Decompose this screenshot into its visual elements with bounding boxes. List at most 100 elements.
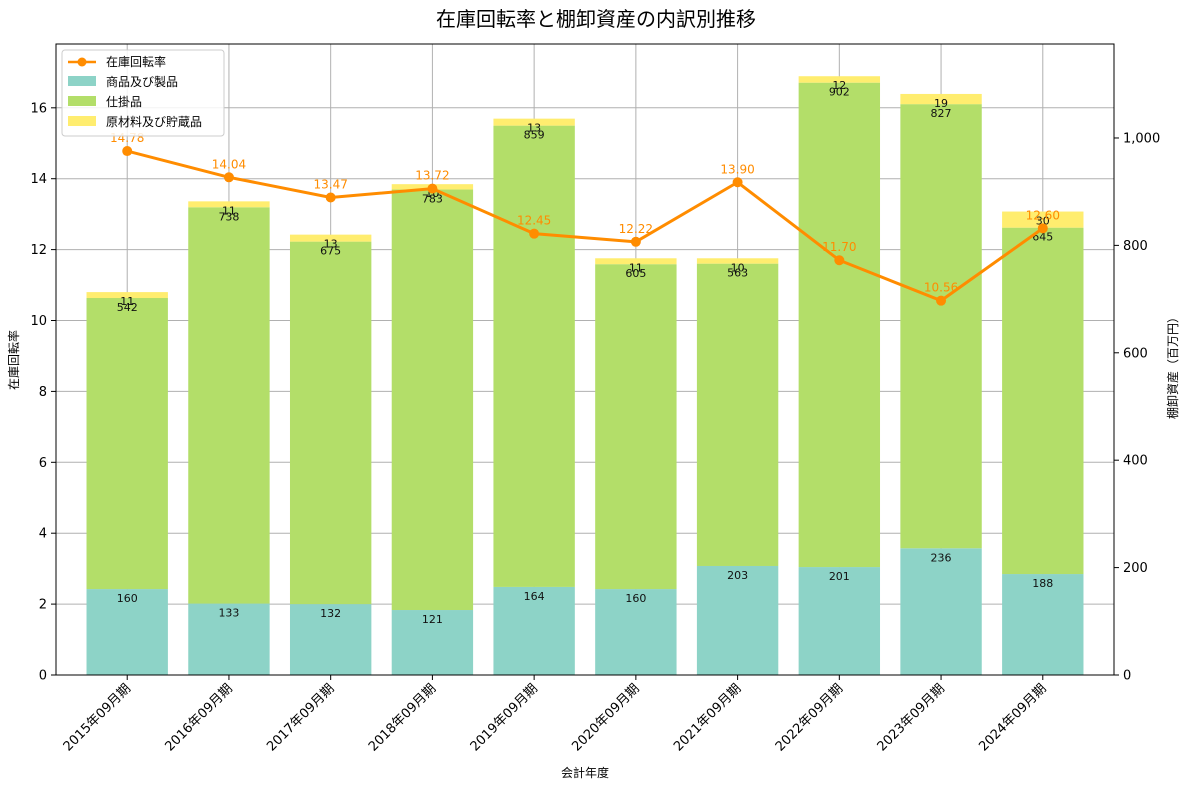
legend-label-wip: 仕掛品: [106, 94, 142, 109]
legend-label-materials: 原材料及び貯蔵品: [106, 115, 202, 129]
bar-products: [493, 586, 575, 675]
segment-value-label: 605: [625, 267, 646, 280]
x-tick-label: 2022年09月期: [773, 681, 846, 754]
segment-value-label: 10: [731, 261, 745, 274]
right-tick-label: 1,000: [1123, 131, 1160, 146]
turnover-line: [126, 149, 1044, 303]
bar-wip: [188, 207, 270, 604]
turnover-value-label: 13.47: [313, 177, 347, 191]
bar-products: [1002, 574, 1084, 675]
segment-value-label: 203: [727, 569, 748, 582]
legend-swatch-materials: [68, 116, 96, 126]
left-tick-label: 14: [30, 172, 47, 187]
right-tick-label: 200: [1123, 561, 1148, 576]
right-tick-label: 800: [1123, 239, 1148, 254]
bar-wip: [391, 189, 474, 611]
bar-materials: [86, 292, 168, 299]
bar-materials: [493, 118, 575, 126]
legend-line-marker: [77, 57, 87, 67]
bar-products: [595, 589, 677, 675]
segment-value-label: 201: [829, 570, 850, 583]
segment-value-label: 675: [320, 245, 341, 258]
turnover-line-group: 14.7814.0413.4713.7212.4512.2213.9011.70…: [110, 131, 1060, 306]
legend-swatch-products: [68, 76, 96, 86]
segment-value-label: 738: [218, 210, 239, 223]
turnover-point: [529, 228, 540, 239]
x-tick-label: 2021年09月期: [671, 681, 744, 754]
turnover-value-label: 10.56: [924, 281, 958, 295]
turnover-point: [630, 236, 641, 247]
legend-swatch-wip: [68, 96, 96, 106]
bar-wip: [798, 82, 881, 568]
segment-value-label: 13: [527, 122, 541, 135]
segment-value-label: 121: [422, 613, 443, 626]
left-tick-label: 10: [30, 314, 47, 329]
x-axis: 2015年09月期 2016年09月期 2017年09月期 2018年09月期 2019…: [61, 675, 1050, 755]
left-tick-label: 16: [30, 101, 47, 116]
segment-value-label: 563: [727, 267, 748, 280]
bar-materials: [1002, 211, 1084, 228]
turnover-point: [936, 295, 947, 306]
bar-materials: [188, 201, 270, 208]
bar-products: [289, 604, 372, 675]
x-tick-label: 2018年09月期: [366, 681, 439, 754]
x-tick-label: 2017年09月期: [264, 681, 337, 754]
bar-products: [798, 567, 881, 675]
bar-wip: [696, 263, 779, 566]
x-tick-label: 2016年09月期: [162, 681, 235, 754]
bar-wip: [900, 104, 982, 549]
turnover-point: [1037, 223, 1048, 234]
segment-value-label: 19: [934, 97, 948, 110]
bar-materials: [900, 93, 982, 105]
bar-materials: [595, 258, 677, 265]
bar-materials: [696, 258, 779, 264]
bar-products: [391, 610, 474, 675]
segment-value-label: 164: [524, 590, 545, 603]
segment-value-label: 859: [524, 129, 545, 142]
turnover-point: [223, 172, 234, 183]
x-axis-label: 会計年度: [561, 765, 609, 780]
segment-value-label: 11: [120, 295, 134, 308]
bar-wip: [1002, 227, 1084, 575]
bar-wip: [493, 125, 575, 587]
x-tick-label: 2024年09月期: [976, 681, 1049, 754]
right-tick-label: 0: [1123, 669, 1131, 684]
segment-value-label: 132: [320, 607, 341, 620]
segment-value-label: 11: [629, 261, 643, 274]
x-tick-label: 2020年09月期: [569, 681, 642, 754]
right-tick-label: 600: [1123, 346, 1148, 361]
left-tick-label: 8: [39, 385, 47, 400]
bar-products: [900, 548, 982, 675]
segment-value-label: 12: [832, 79, 846, 92]
left-axis-label: 在庫回転率: [6, 330, 21, 390]
right-tick-label: 400: [1123, 454, 1148, 469]
left-tick-label: 0: [39, 669, 47, 684]
left-tick-label: 12: [30, 243, 47, 258]
legend-box: [61, 49, 225, 137]
turnover-point: [427, 183, 438, 194]
turnover-value-label: 11.70: [822, 240, 856, 254]
bars-group: [86, 76, 1084, 675]
turnover-value-label: 14.04: [212, 157, 246, 171]
segment-value-label: 783: [422, 193, 443, 206]
segment-value-label: 645: [1032, 231, 1053, 244]
x-tick-label: 2019年09月期: [468, 681, 541, 754]
right-axis-label: 棚卸資産（百万円）: [1165, 311, 1180, 419]
segment-value-label: 188: [1032, 577, 1053, 590]
segment-value-label: 160: [625, 592, 646, 605]
bar-products: [86, 589, 168, 675]
plot-frame: [55, 43, 1115, 676]
bar-materials: [798, 76, 881, 83]
left-axis: 0 2 4 6 8 10 12 14 16: [30, 101, 56, 684]
bar-wip: [86, 298, 168, 590]
segment-value-label: 542: [117, 301, 138, 314]
bar-materials: [289, 234, 372, 242]
legend-label-turnover: 在庫回転率: [106, 54, 166, 69]
turnover-point: [732, 177, 743, 188]
right-axis: 0 200 400 600 800 1,000: [1114, 131, 1160, 684]
left-tick-label: 6: [39, 456, 47, 471]
turnover-value-label: 12.45: [517, 214, 551, 228]
segment-value-label: 30: [1036, 215, 1050, 228]
segment-value-label: 160: [117, 592, 138, 605]
